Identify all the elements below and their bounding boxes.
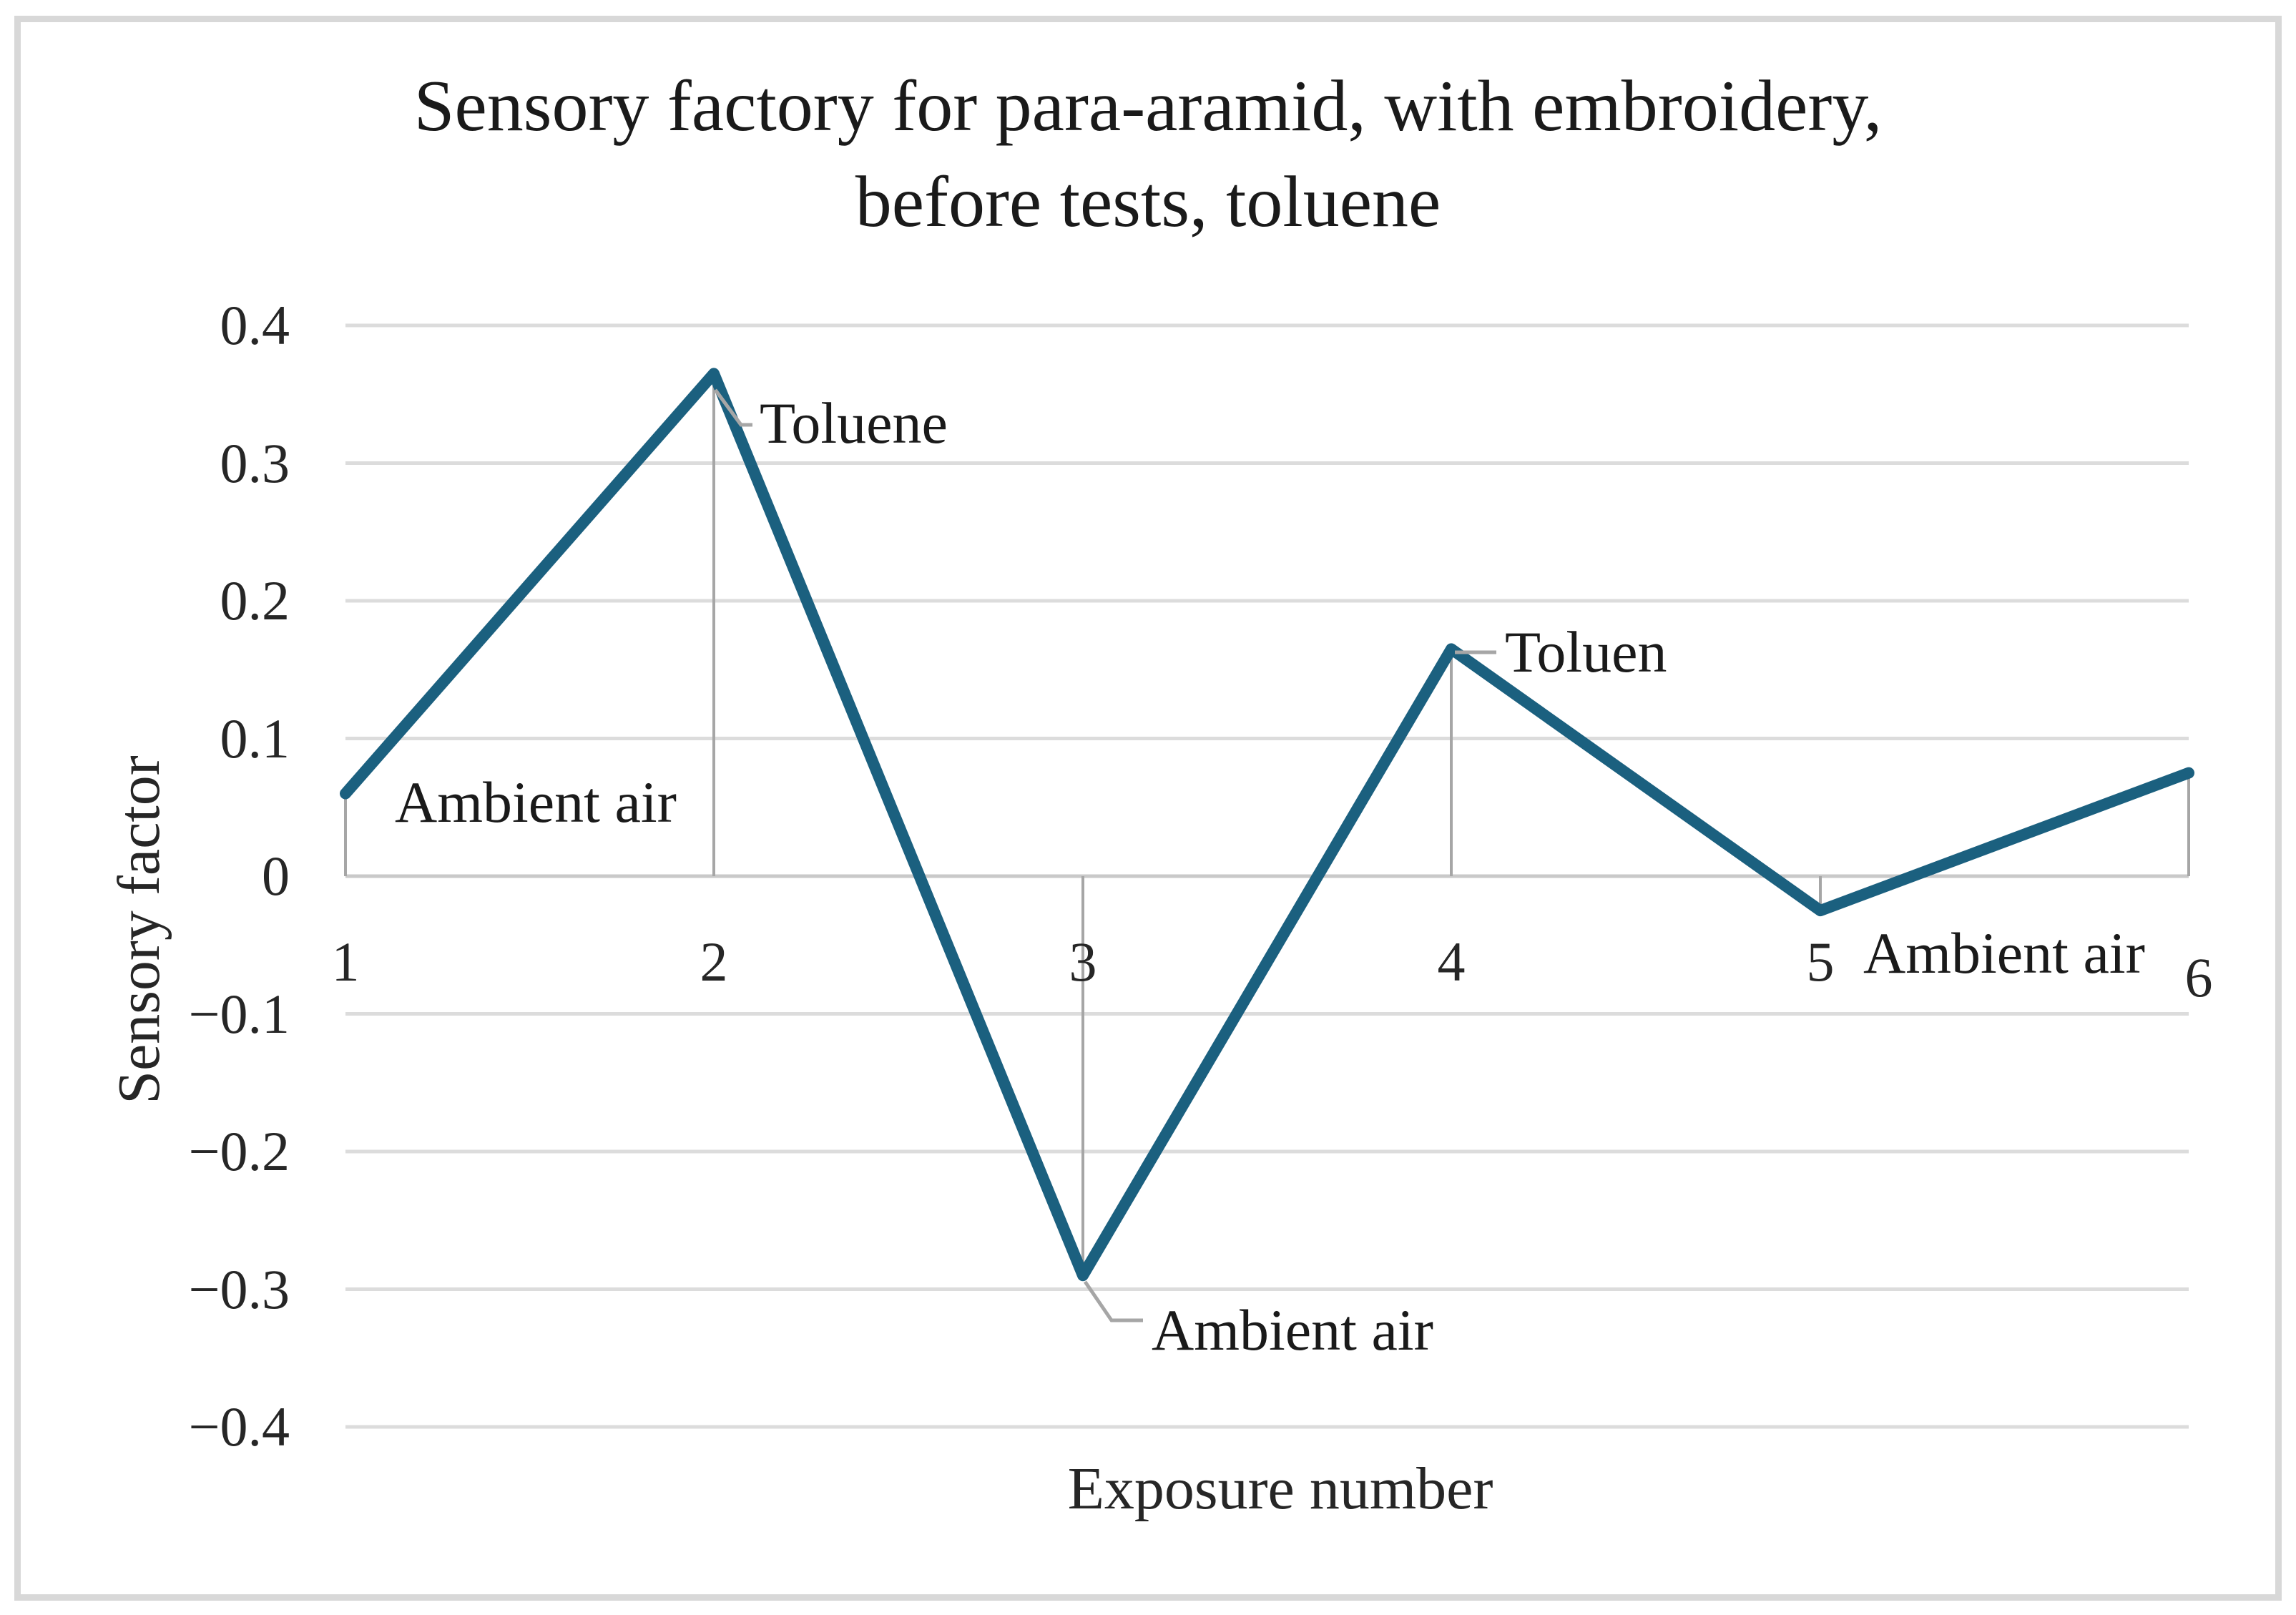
series-line xyxy=(340,368,2194,1282)
chart-title: Sensory factory for para-aramid, with em… xyxy=(0,59,2296,250)
data-label: Toluen xyxy=(1505,619,1667,684)
y-tick-label: 0.2 xyxy=(220,569,290,632)
y-tick-label: 0.1 xyxy=(220,707,290,770)
x-tick-label: 4 xyxy=(1437,931,1466,993)
chart-title-line1: Sensory factory for para-aramid, with em… xyxy=(413,66,1883,147)
data-label: Ambient air xyxy=(395,770,677,835)
x-tick-label: 5 xyxy=(1806,931,1835,993)
y-tick-label: 0.4 xyxy=(220,294,290,356)
y-tick-label: −0.3 xyxy=(188,1257,290,1320)
x-axis-title: Exposure number xyxy=(1067,1456,1493,1522)
label-leader-line xyxy=(1083,1280,1143,1322)
data-label: Toluene xyxy=(760,391,948,456)
y-tick-label: 0.3 xyxy=(220,431,290,494)
x-tick-label: 6 xyxy=(2184,946,2213,1008)
y-axis-title: Sensory factor xyxy=(106,755,172,1104)
chart-title-line2: before tests, toluene xyxy=(855,162,1441,242)
data-label: Ambient air xyxy=(1863,921,2145,986)
data-label: Ambient air xyxy=(1152,1297,1433,1363)
y-tick-label: −0.4 xyxy=(188,1395,290,1458)
x-tick-label: 2 xyxy=(700,931,728,993)
y-tick-label: 0 xyxy=(262,845,290,907)
label-leader-line xyxy=(713,388,752,427)
y-tick-label: −0.2 xyxy=(188,1120,290,1182)
x-tick-label: 3 xyxy=(1069,931,1097,993)
y-tick-label: −0.1 xyxy=(188,982,290,1045)
x-tick-label: 1 xyxy=(331,931,360,993)
figure-border xyxy=(14,16,2282,1601)
